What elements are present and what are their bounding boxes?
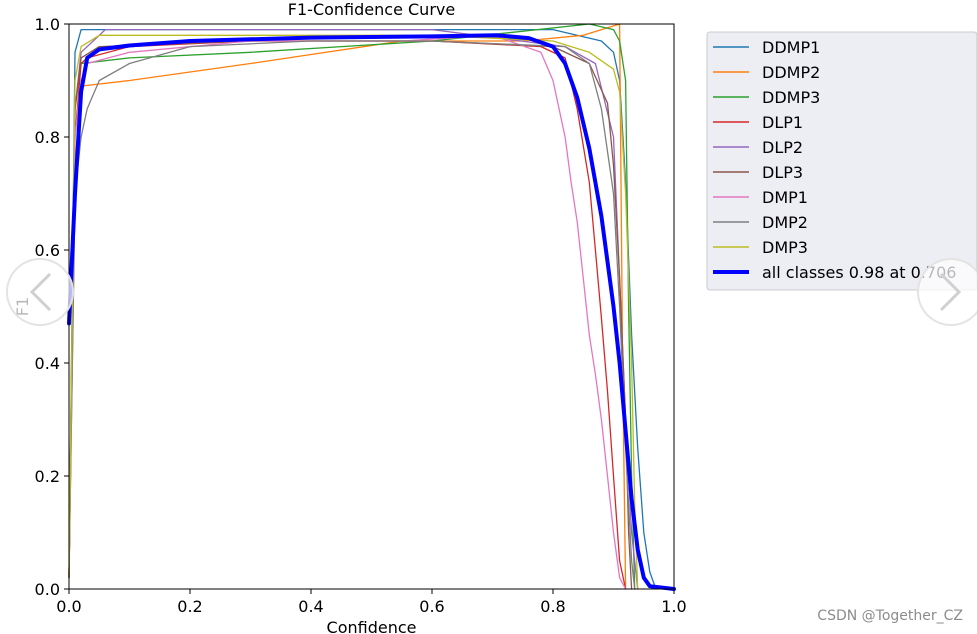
series-line-9	[67, 33, 676, 591]
legend-label: DDMP2	[762, 63, 820, 82]
legend-label: DLP1	[762, 113, 803, 132]
legend-label: DDMP1	[762, 38, 820, 57]
plot-frame	[68, 23, 675, 590]
x-tick-label: 1.0	[661, 597, 686, 616]
series-line-1	[68, 23, 627, 590]
series-line-4	[68, 28, 639, 590]
chart-title: F1-Confidence Curve	[288, 0, 455, 19]
y-tick-label: 0.6	[35, 241, 60, 260]
plot-lines	[67, 23, 676, 591]
previous-image-button[interactable]	[6, 258, 74, 326]
x-axis-label: Confidence	[327, 618, 417, 634]
y-tick-label: 0.2	[35, 467, 60, 486]
legend-label: DLP3	[762, 163, 803, 182]
series-line-8	[68, 34, 639, 590]
series-line-3	[68, 40, 627, 590]
legend-box	[706, 31, 977, 291]
y-tick-label: 0.4	[35, 354, 60, 373]
chevron-right-icon	[939, 272, 962, 312]
watermark: CSDN @Together_CZ	[817, 608, 963, 624]
series-line-6	[68, 34, 627, 590]
y-tick-label: 1.0	[35, 15, 60, 34]
x-tick-label: 0.4	[298, 597, 323, 616]
x-tick-label: 0.8	[540, 597, 565, 616]
legend-label: DLP2	[762, 138, 803, 157]
x-tick-label: 0.6	[419, 597, 444, 616]
x-tick-label: 0.0	[56, 597, 81, 616]
y-tick-label: 0.8	[35, 128, 60, 147]
legend: DDMP1 DDMP2 DDMP3 DLP1 DLP2 DLP3 DMP1 DMP2 DMP3 a…	[706, 31, 977, 291]
axes-ticks: 0.0 0.2 0.4 0.6 0.8 1.0 0.0 0.2 0.4 0.6 0.8 1.0	[35, 15, 687, 616]
series-line-0	[68, 28, 657, 590]
series-line-5	[68, 40, 633, 590]
legend-label: DMP1	[762, 188, 808, 207]
y-tick-label: 0.0	[35, 580, 60, 599]
legend-label: DDMP3	[762, 88, 820, 107]
series-line-2	[68, 23, 636, 590]
series-line-7	[68, 40, 636, 590]
legend-label: DMP3	[762, 238, 808, 257]
next-image-button[interactable]	[917, 258, 977, 326]
legend-label: all classes 0.98 at 0.706	[762, 263, 956, 282]
x-tick-label: 0.2	[177, 597, 202, 616]
legend-label: DMP2	[762, 213, 808, 232]
chevron-left-icon	[29, 272, 52, 312]
